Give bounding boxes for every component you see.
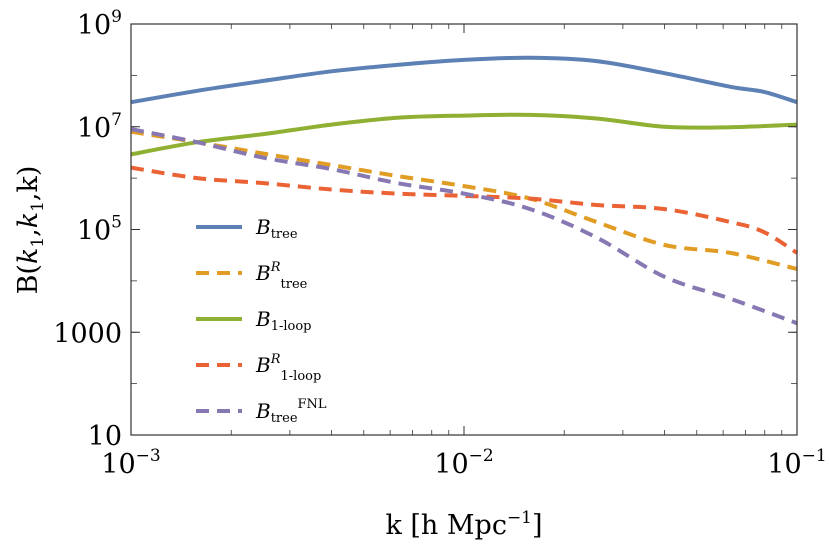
x-axis-label: k [h Mpc−1] — [385, 508, 542, 541]
legend-label-b-tree-fnl: BtreeFNL — [255, 397, 327, 426]
legend-label-b-tree: Btree — [255, 215, 298, 242]
series-layer — [130, 55, 799, 326]
series-line-b-r-1-loop — [130, 165, 799, 255]
y-tick-label: 10 — [88, 421, 122, 452]
y-tick-label: 109 — [77, 7, 122, 41]
legend: Btree BRtree B1-loop BR1-loop BtreeFNL — [196, 215, 327, 426]
y-tick-label: 107 — [77, 110, 122, 144]
legend-label-b-r-1-loop: BR1-loop — [255, 352, 321, 384]
series-line-b-tree-fnl — [130, 127, 798, 326]
ticks-layer: 10−3 10−2 10−1 109 107 105 1000 10 — [53, 7, 826, 480]
y-tick-label: 105 — [77, 213, 122, 247]
x-tick-label: 10−3 — [101, 446, 160, 480]
series-line-b-r-tree — [130, 129, 798, 271]
x-tick-label: 10−2 — [434, 446, 493, 480]
y-axis-label: B(k1,k1,k) — [13, 166, 48, 295]
y-tick-label: 1000 — [53, 318, 122, 349]
legend-label-b-r-tree: BRtree — [255, 260, 308, 292]
x-tick-label: 10−1 — [767, 446, 826, 480]
series-line-b-1-loop — [130, 112, 798, 157]
series-line-b-tree — [130, 55, 798, 105]
legend-label-b-1-loop: B1-loop — [255, 307, 312, 334]
